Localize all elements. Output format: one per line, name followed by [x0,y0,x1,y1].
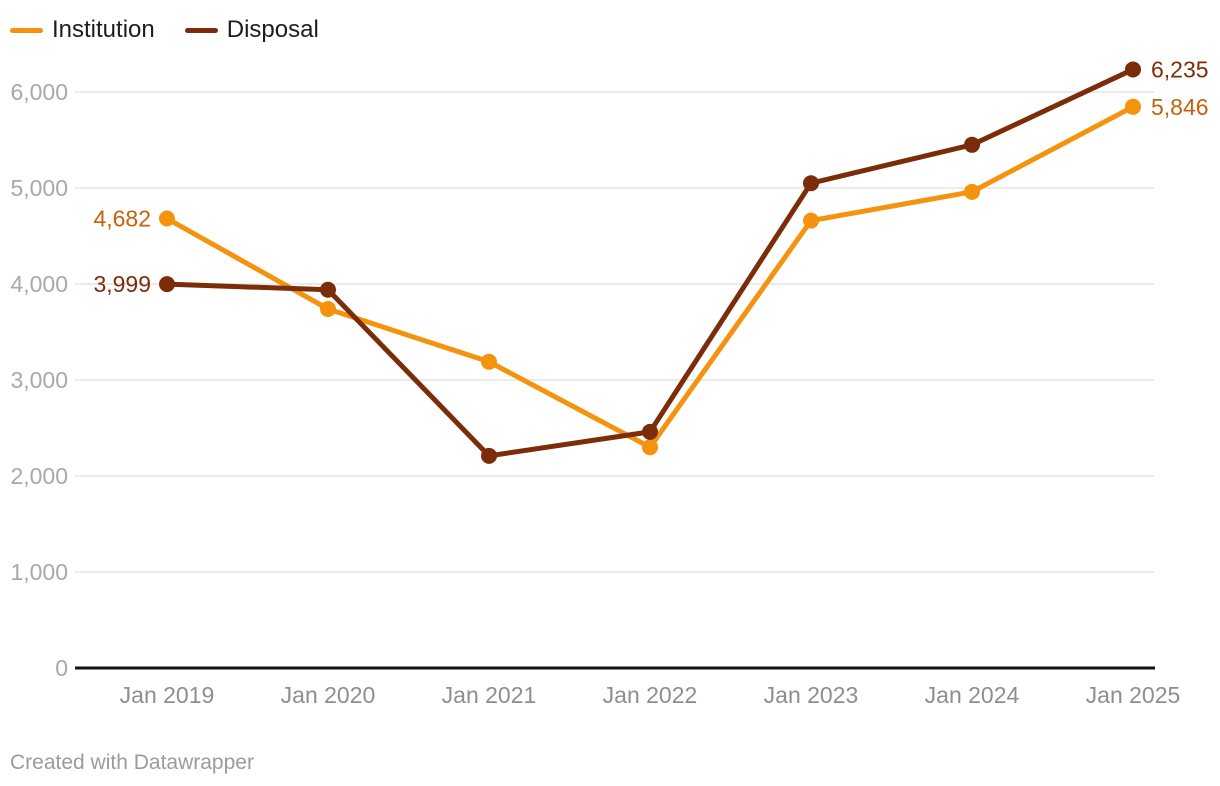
data-point-institution[interactable] [803,212,819,229]
data-point-disposal[interactable] [481,447,497,464]
legend-label: Disposal [226,16,319,43]
series-line-disposal [164,66,1136,459]
y-tick-label: 2,000 [10,463,68,489]
value-label-last-disposal: 6,235 [1151,56,1209,82]
x-tick-label: Jan 2024 [925,682,1020,708]
x-tick-label: Jan 2020 [281,682,376,708]
x-tick-label: Jan 2022 [603,682,698,708]
data-point-institution[interactable] [159,210,175,227]
y-tick-label: 3,000 [10,367,68,393]
data-point-disposal[interactable] [803,175,819,192]
x-tick-label: Jan 2019 [120,682,215,708]
legend-label: Institution [52,16,155,43]
data-point-institution[interactable] [481,353,497,370]
data-point-disposal[interactable] [320,281,336,298]
legend-item-institution[interactable]: Institution [10,16,155,44]
data-point-institution[interactable] [1125,98,1141,115]
x-tick-label: Jan 2025 [1086,682,1181,708]
legend-swatch-icon [184,27,218,33]
x-tick-label: Jan 2021 [442,682,537,708]
y-tick-label: 0 [55,655,68,681]
y-tick-label: 6,000 [10,79,68,105]
data-point-disposal[interactable] [159,276,175,293]
y-tick-label: 4,000 [10,271,68,297]
data-point-institution[interactable] [964,183,980,200]
x-tick-label: Jan 2023 [764,682,859,708]
value-label-last-institution: 5,846 [1151,94,1209,120]
value-label-first-disposal: 3,999 [93,271,151,297]
data-point-institution[interactable] [642,439,658,456]
legend: Institution Disposal [10,16,349,44]
data-point-disposal[interactable] [964,136,980,153]
value-label-first-institution: 4,682 [93,206,151,232]
series-line-institution [164,104,1136,450]
data-point-institution[interactable] [320,300,336,317]
y-tick-label: 1,000 [10,559,68,585]
y-tick-label: 5,000 [10,175,68,201]
legend-item-disposal[interactable]: Disposal [184,16,319,44]
data-point-disposal[interactable] [1125,61,1141,78]
line-chart-svg: 0 1,000 2,000 3,000 4,000 5,000 6,000 Jan 2019 J… [10,56,1209,708]
legend-swatch-icon [10,27,43,33]
datawrapper-credit: Created with Datawrapper [10,751,254,774]
data-point-disposal[interactable] [642,423,658,440]
